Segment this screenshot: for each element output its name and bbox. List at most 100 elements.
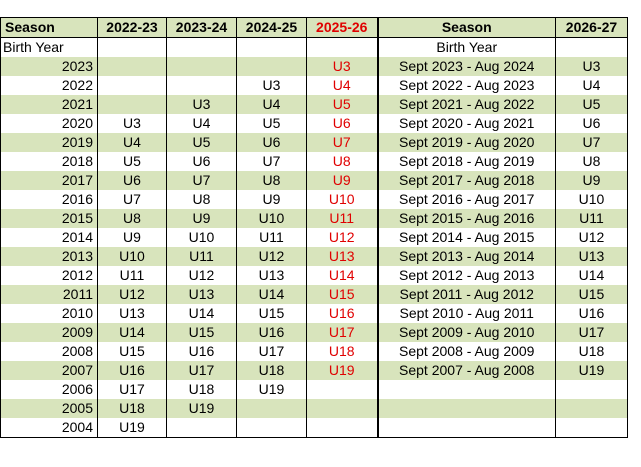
table-cell: U17 xyxy=(236,342,307,361)
table-cell: U11 xyxy=(306,209,379,228)
table-cell: U3 xyxy=(236,76,307,95)
table-cell: U11 xyxy=(555,209,628,228)
table-cell: 2015 xyxy=(0,209,98,228)
table-cell: U15 xyxy=(306,285,379,304)
table-cell: Sept 2007 - Aug 2008 xyxy=(377,361,556,380)
table-row: 2021 U3 U4 U5 Sept 2021 - Aug 2022 U5 xyxy=(0,95,628,114)
table-cell: U9 xyxy=(166,209,237,228)
table-cell: 2012 xyxy=(0,266,98,285)
table-row: 2011 U12 U13 U14 U15 Sept 2011 - Aug 2012 U15 xyxy=(0,285,628,304)
table-row: 2019 U4 U5 U6 U7 Sept 2019 - Aug 2020 U7 xyxy=(0,133,628,152)
table-cell: U17 xyxy=(166,361,237,380)
table-cell: U5 xyxy=(306,95,379,114)
table-cell: Sept 2015 - Aug 2016 xyxy=(377,209,556,228)
table-row: 2005 U18 U19 xyxy=(0,399,628,418)
table-cell: Sept 2018 - Aug 2019 xyxy=(377,152,556,171)
table-row: 2020 U3 U4 U5 U6 Sept 2020 - Aug 2021 U6 xyxy=(0,114,628,133)
table-cell: U18 xyxy=(236,361,307,380)
table-cell: 2006 xyxy=(0,380,98,399)
table-row: 2013 U10 U11 U12 U13 Sept 2013 - Aug 2014 U13 xyxy=(0,247,628,266)
table-row: 2006 U17 U18 U19 xyxy=(0,380,628,399)
table-cell: Sept 2013 - Aug 2014 xyxy=(377,247,556,266)
table-row: 2012 U11 U12 U13 U14 Sept 2012 - Aug 2013 U14 xyxy=(0,266,628,285)
table-cell: U16 xyxy=(306,304,379,323)
table-cell: Birth Year xyxy=(377,37,556,57)
table-cell: U4 xyxy=(236,95,307,114)
table-cell: U19 xyxy=(306,361,379,380)
table-cell: U7 xyxy=(166,171,237,190)
table-cell: U3 xyxy=(97,114,167,133)
table-row: 2008 U15 U16 U17 U18 Sept 2008 - Aug 2009 U18 xyxy=(0,342,628,361)
table-row: 2017 U6 U7 U8 U9 Sept 2017 - Aug 2018 U9 xyxy=(0,171,628,190)
table-cell: U3 xyxy=(306,57,379,76)
table-cell: Sept 2021 - Aug 2022 xyxy=(377,95,556,114)
table-cell: U9 xyxy=(97,228,167,247)
table-cell: 2022-23 xyxy=(97,17,167,38)
table-cell: 2005 xyxy=(0,399,98,418)
table-cell: U15 xyxy=(166,323,237,342)
table-cell xyxy=(97,57,167,76)
table-cell: Sept 2017 - Aug 2018 xyxy=(377,171,556,190)
table-cell: U19 xyxy=(236,380,307,399)
table-cell: Sept 2022 - Aug 2023 xyxy=(377,76,556,95)
table-cell: U16 xyxy=(166,342,237,361)
table-cell: U12 xyxy=(97,285,167,304)
table-cell: 2011 xyxy=(0,285,98,304)
table-cell xyxy=(555,380,628,399)
table-row: 2018 U5 U6 U7 U8 Sept 2018 - Aug 2019 U8 xyxy=(0,152,628,171)
table-cell: U19 xyxy=(555,361,628,380)
table-cell: U6 xyxy=(166,152,237,171)
table-cell: U18 xyxy=(555,342,628,361)
table-cell: U13 xyxy=(166,285,237,304)
table-cell: U14 xyxy=(236,285,307,304)
table-cell: U18 xyxy=(306,342,379,361)
table-cell: U6 xyxy=(555,114,628,133)
table-cell: U11 xyxy=(236,228,307,247)
table-row: Birth Year Birth Year xyxy=(0,37,628,57)
table-cell: 2021 xyxy=(0,95,98,114)
table-cell: U3 xyxy=(166,95,237,114)
table-cell: U4 xyxy=(555,76,628,95)
table-cell: U14 xyxy=(555,266,628,285)
table-cell: 2024-25 xyxy=(236,17,307,38)
table-row: 2010 U13 U14 U15 U16 Sept 2010 - Aug 2011 U16 xyxy=(0,304,628,323)
table-cell: U8 xyxy=(306,152,379,171)
table-cell xyxy=(236,57,307,76)
table-cell: U18 xyxy=(97,399,167,418)
table-cell: U9 xyxy=(236,190,307,209)
table-cell: Sept 2012 - Aug 2013 xyxy=(377,266,556,285)
table-cell: U7 xyxy=(306,133,379,152)
table-cell xyxy=(97,76,167,95)
table-cell: U16 xyxy=(555,304,628,323)
table-cell: 2008 xyxy=(0,342,98,361)
table-cell xyxy=(555,399,628,418)
table-cell: U17 xyxy=(306,323,379,342)
table-cell: U4 xyxy=(306,76,379,95)
table-cell: U11 xyxy=(97,266,167,285)
table-cell: U10 xyxy=(97,247,167,266)
table-cell: U12 xyxy=(166,266,237,285)
table-cell: 2025-26 xyxy=(306,17,379,38)
table-cell: U4 xyxy=(97,133,167,152)
table-cell: U17 xyxy=(97,380,167,399)
table-row: 2007 U16 U17 U18 U19 Sept 2007 - Aug 2008 U19 xyxy=(0,361,628,380)
table-row: 2022 U3 U4 Sept 2022 - Aug 2023 U4 xyxy=(0,76,628,95)
table-cell: Sept 2008 - Aug 2009 xyxy=(377,342,556,361)
table-cell xyxy=(377,399,556,418)
table-cell: U13 xyxy=(555,247,628,266)
table-cell xyxy=(306,399,379,418)
table-cell: 2026-27 xyxy=(555,17,628,38)
table-cell xyxy=(555,418,628,438)
table-cell: 2010 xyxy=(0,304,98,323)
table-cell xyxy=(236,418,307,438)
table-cell: U5 xyxy=(97,152,167,171)
table-cell: U6 xyxy=(236,133,307,152)
table-cell: U18 xyxy=(166,380,237,399)
table-cell: Sept 2016 - Aug 2017 xyxy=(377,190,556,209)
table-cell: 2019 xyxy=(0,133,98,152)
table-cell: 2016 xyxy=(0,190,98,209)
table-cell: U6 xyxy=(306,114,379,133)
table-cell xyxy=(377,418,556,438)
table-cell: U13 xyxy=(97,304,167,323)
table-cell: U12 xyxy=(236,247,307,266)
